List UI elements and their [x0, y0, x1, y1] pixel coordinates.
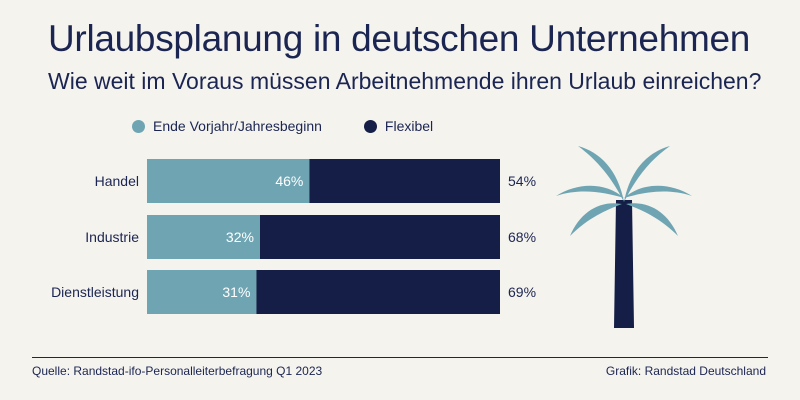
credit-note: Grafik: Randstad Deutschland — [605, 364, 766, 378]
data-label-series1: 31% — [222, 284, 250, 300]
legend-swatch-series2 — [363, 119, 377, 133]
data-label-series2: 69% — [508, 284, 536, 300]
legend-label-series2: Flexibel — [384, 118, 434, 134]
data-label-series1: 32% — [226, 229, 254, 245]
legend: Ende Vorjahr/Jahresbeginn Flexibel — [132, 118, 475, 134]
bar-series2 — [309, 159, 500, 203]
bar-series1 — [147, 270, 257, 314]
source-note: Quelle: Randstad-ifo-Personalleiterbefra… — [32, 364, 323, 378]
data-label-series1: 46% — [275, 173, 303, 189]
bar-series2 — [259, 215, 500, 259]
bar-series2 — [256, 270, 500, 314]
legend-swatch-series1 — [132, 119, 145, 133]
palm-tree-icon — [556, 146, 692, 328]
footer-divider — [32, 357, 768, 358]
chart-title: Urlaubsplanung in deutschen Unternehmen — [48, 18, 751, 59]
bar-series1 — [147, 159, 310, 203]
legend-label-series1: Ende Vorjahr/Jahresbeginn — [153, 118, 322, 134]
data-label-series2: 68% — [508, 229, 536, 245]
legend-item-series2: Flexibel — [363, 118, 434, 134]
data-label-series2: 54% — [508, 173, 536, 189]
category-label: Handel — [95, 173, 139, 189]
bar-series1 — [147, 215, 260, 259]
category-label: Dienstleistung — [51, 284, 139, 300]
category-label: Industrie — [85, 229, 139, 245]
legend-item-series1: Ende Vorjahr/Jahresbeginn — [132, 118, 322, 134]
chart-subtitle: Wie weit im Voraus müssen Arbeitnehmende… — [48, 68, 762, 94]
